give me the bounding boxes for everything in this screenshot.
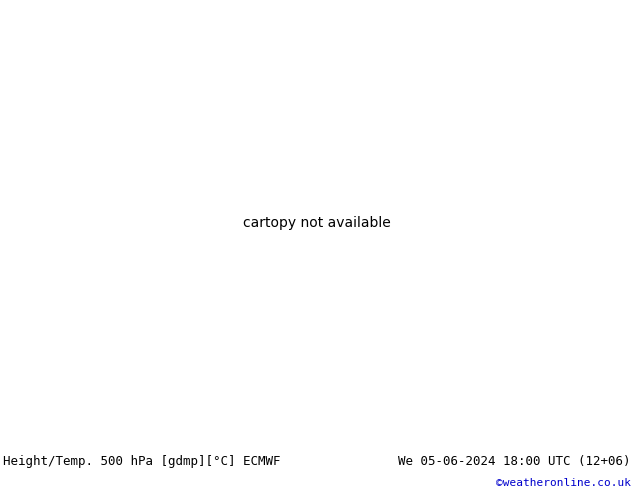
- Text: ©weatheronline.co.uk: ©weatheronline.co.uk: [496, 478, 631, 488]
- Text: Height/Temp. 500 hPa [gdmp][°C] ECMWF: Height/Temp. 500 hPa [gdmp][°C] ECMWF: [3, 455, 281, 468]
- Text: We 05-06-2024 18:00 UTC (12+06): We 05-06-2024 18:00 UTC (12+06): [398, 455, 631, 468]
- Text: cartopy not available: cartopy not available: [243, 216, 391, 230]
